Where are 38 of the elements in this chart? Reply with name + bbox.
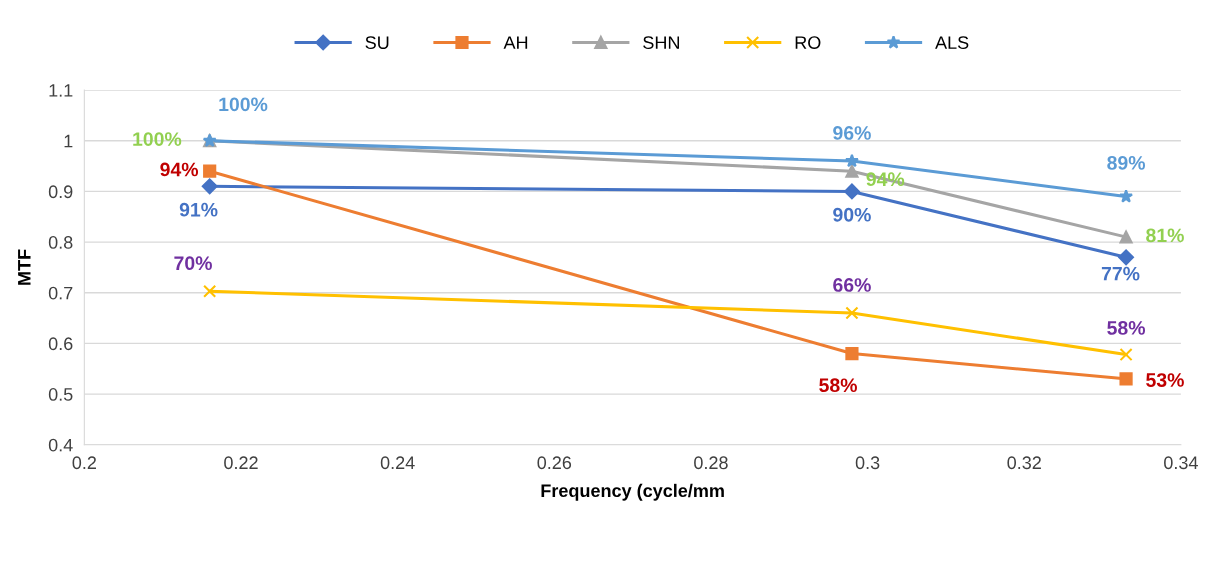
- legend-label: SHN: [643, 36, 679, 49]
- data-label: 70%: [174, 256, 212, 271]
- data-label: 91%: [179, 202, 218, 217]
- data-label: 66%: [833, 278, 871, 292]
- x-tick-label: 0.24: [380, 456, 415, 470]
- y-tick-label: 1: [64, 134, 73, 148]
- data-label: 94%: [160, 162, 199, 177]
- y-tick-label: 0.4: [48, 438, 73, 452]
- data-label: 100%: [133, 132, 182, 146]
- data-label: 58%: [1107, 321, 1146, 335]
- y-tick-label: 0.5: [48, 388, 73, 401]
- y-axis-title: MTF: [18, 249, 31, 285]
- y-tick-label: 0.6: [48, 337, 73, 351]
- legend-label: RO: [795, 36, 821, 49]
- y-tick-label: 0.7: [48, 286, 73, 300]
- data-label: 89%: [1107, 155, 1146, 170]
- x-tick-label: 0.34: [1164, 456, 1198, 470]
- data-label: 58%: [819, 378, 857, 393]
- data-label: 94%: [866, 172, 905, 187]
- data-label: 81%: [1146, 228, 1184, 243]
- legend-label: AH: [503, 36, 528, 49]
- data-label: 96%: [833, 126, 871, 140]
- x-axis-title: Frequency (cycle/mm: [541, 483, 724, 501]
- legend-label: ALS: [935, 36, 969, 49]
- y-tick-label: 0.9: [48, 185, 73, 199]
- data-label: 90%: [833, 207, 871, 222]
- data-label: 77%: [1101, 266, 1140, 281]
- x-tick-label: 0.32: [1007, 456, 1041, 470]
- x-tick-label: 0.22: [224, 456, 258, 470]
- x-tick-label: 0.26: [537, 456, 572, 470]
- x-tick-label: 0.2: [72, 456, 96, 470]
- legend-label: SU: [365, 36, 389, 49]
- x-tick-label: 0.3: [855, 456, 880, 470]
- x-tick-label: 0.28: [694, 456, 728, 470]
- y-tick-label: 1.1: [49, 84, 73, 97]
- data-label: 100%: [219, 97, 268, 112]
- data-label: 53%: [1146, 373, 1184, 387]
- y-tick-label: 0.8: [48, 236, 73, 249]
